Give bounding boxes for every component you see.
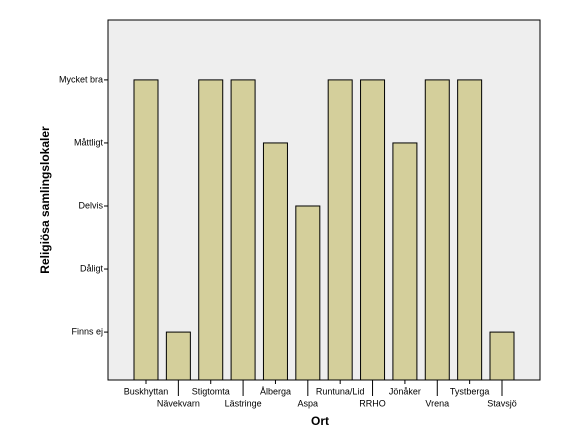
x-tick-label: Stavsjö: [487, 398, 517, 408]
x-tick-label: Jönåker: [389, 386, 421, 396]
x-tick-label: Nävekvarn: [157, 398, 200, 408]
y-tick-label: Dåligt: [80, 263, 104, 273]
bar: [230, 79, 256, 381]
bar: [133, 79, 159, 381]
x-tick-label: Buskhyttan: [124, 386, 169, 396]
x-tick-label: RRHO: [359, 398, 386, 408]
bar: [360, 79, 386, 381]
bar: [327, 79, 353, 381]
y-tick-label: Delvis: [78, 200, 103, 210]
y-tick-label: Måttligt: [74, 137, 104, 147]
x-tick-label: Vrena: [425, 398, 449, 408]
bar: [165, 331, 191, 381]
x-tick-label: Stigtomta: [192, 386, 230, 396]
y-axis-title: Religiösa samlingslokaler: [38, 126, 52, 274]
bar: [457, 79, 483, 381]
bar: [424, 79, 450, 381]
y-tick-label: Mycket bra: [59, 74, 103, 84]
x-axis-title: Ort: [311, 414, 329, 428]
x-tick-label: Aspa: [298, 398, 319, 408]
bar: [392, 142, 418, 381]
x-tick-label: Tystberga: [450, 386, 490, 396]
bar: [489, 331, 515, 381]
bar: [262, 142, 288, 381]
bar: [198, 79, 224, 381]
x-tick-label: Lästringe: [225, 398, 262, 408]
x-tick-label: Runtuna/Lid: [316, 386, 365, 396]
bar: [295, 205, 321, 381]
x-tick-label: Ålberga: [260, 386, 291, 396]
y-tick-label: Finns ej: [71, 326, 103, 336]
